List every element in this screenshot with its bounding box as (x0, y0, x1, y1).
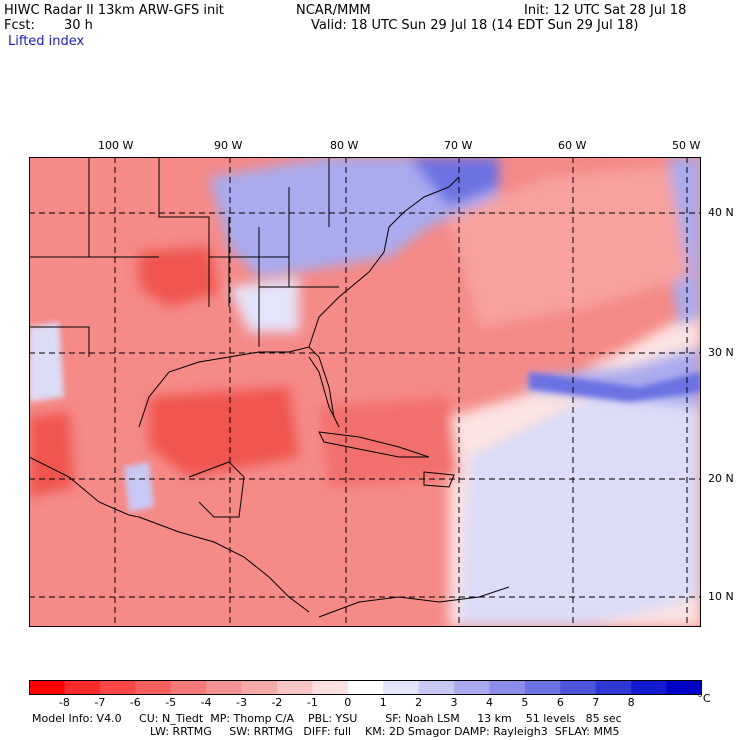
colorbar-swatch (631, 680, 668, 695)
field-name: Lifted index (8, 34, 85, 49)
colorbar-swatch (276, 680, 313, 695)
colorbar-label: -8 (58, 696, 70, 709)
colorbar-label: 0 (344, 696, 352, 709)
colorbar-label: 8 (627, 696, 635, 709)
colorbar-label: -6 (129, 696, 141, 709)
footer-line-2: LW: RRTMG SW: RRTMG DIFF: full KM: 2D Sm… (150, 725, 620, 738)
colorbar-swatch (383, 680, 420, 695)
title-center: NCAR/MMM (296, 3, 371, 18)
field-mexico-blue (124, 462, 154, 512)
field-natl-stripe (529, 372, 701, 402)
colorbar-swatch (524, 680, 561, 695)
field-northeast-blue (209, 157, 499, 277)
coastlines (29, 157, 510, 618)
lon-label: 50 W (672, 139, 701, 152)
fcst-value: 30 h (64, 18, 93, 33)
colorbar-swatch (99, 680, 136, 695)
colorbar-label: 4 (485, 696, 493, 709)
lat-label: 20 N (708, 472, 734, 485)
colorbar-label: -4 (200, 696, 212, 709)
colorbar (29, 680, 702, 695)
lon-label: 100 W (98, 139, 134, 152)
colorbar-swatch (64, 680, 101, 695)
field-atlantic-lightblue (459, 357, 701, 627)
lon-label: 90 W (214, 139, 243, 152)
colorbar-swatch (666, 680, 702, 695)
colorbar-label: -5 (165, 696, 177, 709)
colorbar-label: 3 (450, 696, 458, 709)
colorbar-label: 1 (379, 696, 387, 709)
colorbar-swatch (312, 680, 349, 695)
field-gulf-red (149, 387, 299, 477)
lat-label: 10 N (708, 590, 734, 603)
us-east-coast (308, 176, 460, 348)
field-mexico-red (29, 412, 74, 497)
us-state-lines (29, 157, 339, 357)
lon-label: 80 W (330, 139, 359, 152)
colorbar-label: 2 (415, 696, 423, 709)
colorbar-swatch (418, 680, 455, 695)
yucatan (188, 461, 245, 518)
colorbar-swatch (560, 680, 597, 695)
lon-label: 60 W (558, 139, 587, 152)
graticule (29, 157, 701, 627)
colorbar-label: 7 (592, 696, 600, 709)
init-time: Init: 12 UTC Sat 28 Jul 18 (524, 3, 687, 18)
map-border (29, 157, 701, 627)
colorbar-unit: °C (697, 692, 711, 705)
colorbar-swatch (241, 680, 278, 695)
colorbar-swatch (206, 680, 243, 695)
lifted-index-map (29, 157, 701, 627)
field-carib-red (319, 397, 459, 487)
field-natl-lightred (449, 167, 689, 327)
colorbar-label: -3 (236, 696, 247, 709)
cuba (318, 431, 430, 458)
colorbar-swatch (170, 680, 207, 695)
south-america-coast (318, 586, 510, 618)
colorbar-label: -1 (306, 696, 318, 709)
colorbar-label: 6 (556, 696, 564, 709)
valid-time: Valid: 18 UTC Sun 29 Jul 18 (14 EDT Sun … (311, 18, 639, 33)
colorbar-swatch (489, 680, 526, 695)
field-southeast-pale (229, 277, 299, 332)
lon-label: 70 W (444, 139, 473, 152)
field-texas-red (139, 247, 219, 307)
lat-label: 40 N (708, 206, 734, 219)
colorbar-swatch (595, 680, 632, 695)
field-westtx-blue (29, 322, 64, 402)
colorbar-border (29, 680, 702, 695)
fcst-label: Fcst: (4, 18, 35, 33)
title-left: HIWC Radar II 13km ARW-GFS init (4, 3, 224, 18)
colorbar-swatch (347, 680, 384, 695)
colorbar-swatch (135, 680, 172, 695)
footer-line-1: Model Info: V4.0 CU: N_Tiedt MP: Thomp C… (32, 712, 622, 725)
colorbar-label: -7 (94, 696, 106, 709)
field-labrador-blue (669, 157, 701, 327)
lat-label: 30 N (708, 346, 734, 359)
colorbar-swatch (454, 680, 490, 695)
colorbar-swatch (29, 680, 65, 695)
colorbar-label: -2 (271, 696, 283, 709)
hispaniola (423, 471, 455, 488)
mexico-west-coast (29, 456, 140, 518)
colorbar-label: 5 (521, 696, 529, 709)
